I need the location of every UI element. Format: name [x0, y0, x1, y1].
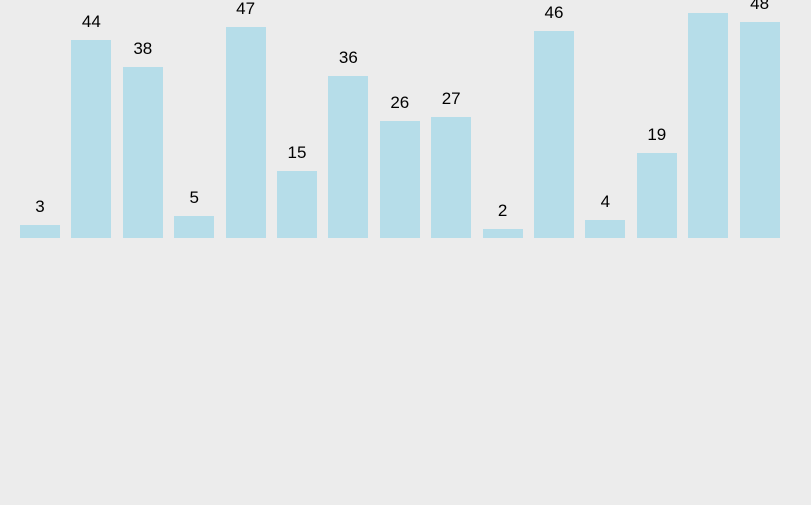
- bar-label: 48: [740, 0, 780, 14]
- bar-label: 36: [328, 48, 368, 68]
- bar: [740, 22, 780, 238]
- bar: [637, 153, 677, 239]
- bar-label: 2: [483, 201, 523, 221]
- bar: [585, 220, 625, 238]
- bar: [20, 225, 60, 239]
- bar: [688, 13, 728, 238]
- bar-label: 5: [174, 188, 214, 208]
- bar-label: 46: [534, 3, 574, 23]
- bar-label: 38: [123, 39, 163, 59]
- bar: [328, 76, 368, 238]
- bar: [71, 40, 111, 238]
- bar: [483, 229, 523, 238]
- bar-label: 15: [277, 143, 317, 163]
- bar: [380, 121, 420, 238]
- bar-label: 3: [20, 197, 60, 217]
- bar: [277, 171, 317, 239]
- bar-label: 44: [71, 12, 111, 32]
- bar-label: 47: [226, 0, 266, 19]
- bar: [431, 117, 471, 239]
- bar-label: 26: [380, 93, 420, 113]
- bar: [174, 216, 214, 239]
- bar-label: 19: [637, 125, 677, 145]
- bar: [123, 67, 163, 238]
- bar-chart: 3 44 38 5 47 15 36 26 27 2 46 4 19 50 48: [0, 0, 811, 505]
- bar: [226, 27, 266, 239]
- bar-label: 50: [688, 0, 728, 5]
- bar-label: 27: [431, 89, 471, 109]
- bar-label: 4: [585, 192, 625, 212]
- bar: [534, 31, 574, 238]
